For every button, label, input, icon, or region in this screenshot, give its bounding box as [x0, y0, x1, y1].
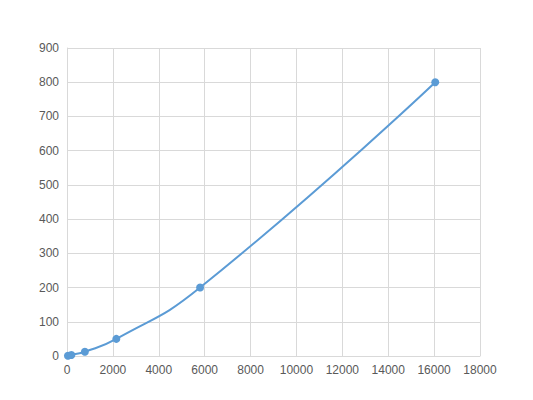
svg-text:14000: 14000 — [372, 363, 406, 377]
svg-text:300: 300 — [39, 246, 59, 260]
svg-text:800: 800 — [39, 75, 59, 89]
svg-text:100: 100 — [39, 315, 59, 329]
svg-text:700: 700 — [39, 109, 59, 123]
svg-text:400: 400 — [39, 212, 59, 226]
svg-text:0: 0 — [52, 349, 59, 363]
svg-text:900: 900 — [39, 41, 59, 55]
svg-text:0: 0 — [64, 363, 71, 377]
svg-text:200: 200 — [39, 281, 59, 295]
svg-text:600: 600 — [39, 144, 59, 158]
svg-text:500: 500 — [39, 178, 59, 192]
svg-text:4000: 4000 — [145, 363, 172, 377]
svg-text:6000: 6000 — [191, 363, 218, 377]
svg-text:8000: 8000 — [237, 363, 264, 377]
svg-text:2000: 2000 — [100, 363, 127, 377]
svg-text:10000: 10000 — [280, 363, 314, 377]
svg-text:18000: 18000 — [463, 363, 497, 377]
svg-text:16000: 16000 — [417, 363, 451, 377]
svg-text:12000: 12000 — [326, 363, 360, 377]
